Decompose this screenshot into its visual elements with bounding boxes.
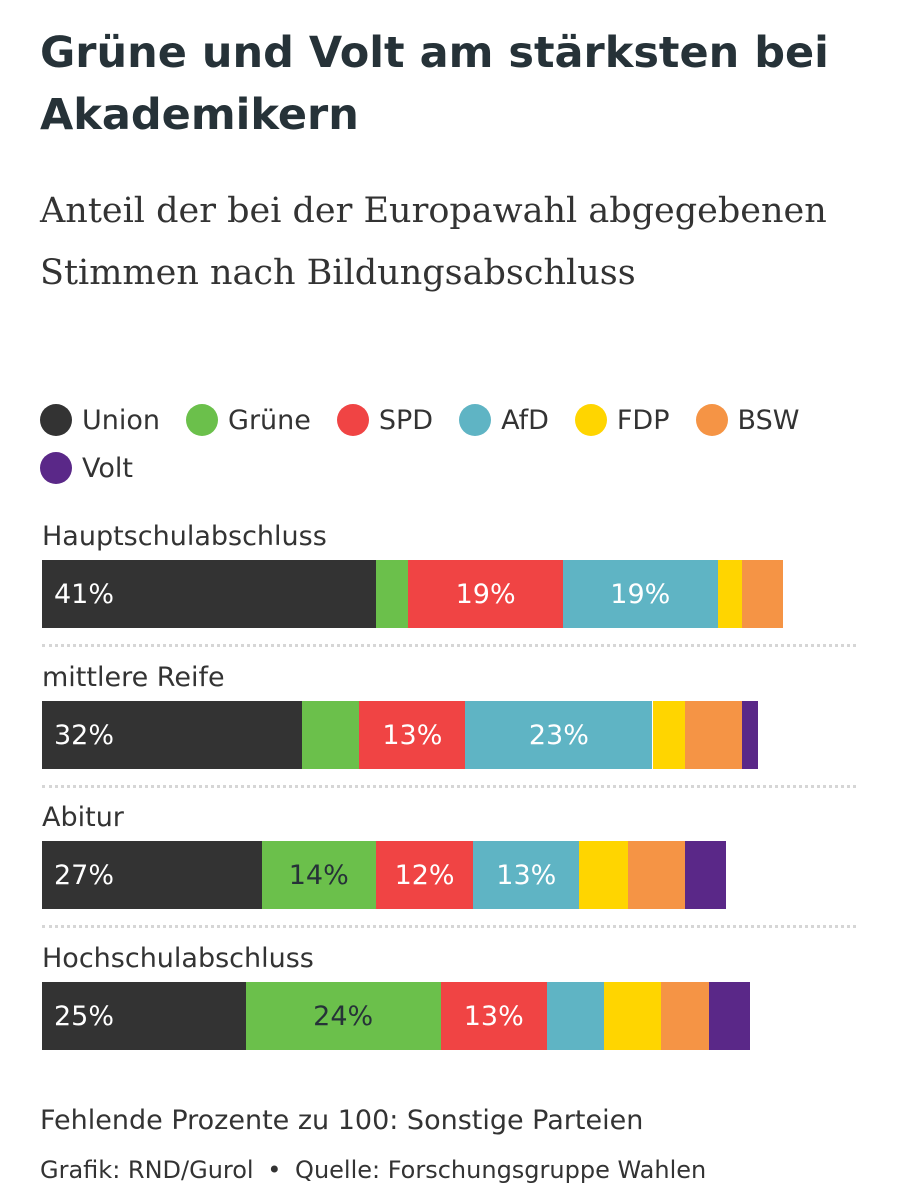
bar-segment-fdp xyxy=(603,982,661,1050)
bar-segment-union: 25% xyxy=(42,982,246,1050)
legend-label: Union xyxy=(82,404,161,436)
footnote: Fehlende Prozente zu 100: Sonstige Parte… xyxy=(40,1105,644,1136)
bar-segment-union: 32% xyxy=(42,701,303,769)
graphic-credit: Grafik: RND/Gurol xyxy=(40,1156,254,1184)
bar-segment-afd: 13% xyxy=(473,841,580,909)
legend-item-spd: SPD xyxy=(336,398,434,442)
bar-segment-gruene: 14% xyxy=(261,841,376,909)
legend-swatch-afd xyxy=(459,404,492,436)
stacked-bar: 41% 19% 19% xyxy=(42,560,856,628)
bar-segment-spd: 13% xyxy=(440,982,547,1050)
group-divider xyxy=(42,785,856,788)
bar-segment-fdp xyxy=(652,701,686,769)
bar-segment-volt xyxy=(685,841,726,909)
bar-segment-afd xyxy=(546,982,604,1050)
category-label: Abitur xyxy=(42,802,124,833)
bar-group-abitur: Abitur 27% 14% 12% 13% xyxy=(42,801,856,909)
bar-segment-volt xyxy=(742,701,759,769)
chart-subtitle: Anteil der bei der Europawahl abgegebene… xyxy=(40,191,827,293)
data-label: 25% xyxy=(54,1000,115,1032)
data-label: 24% xyxy=(313,1000,374,1032)
legend-swatch-volt xyxy=(40,452,72,484)
bar-segment-bsw xyxy=(660,982,710,1050)
data-label: 13% xyxy=(463,1000,524,1032)
bar-segment-spd: 13% xyxy=(359,701,466,769)
legend-label: SPD xyxy=(378,404,434,436)
data-label: 27% xyxy=(54,859,115,891)
bar-segment-volt xyxy=(709,982,751,1050)
bar-segment-afd: 19% xyxy=(562,560,718,628)
bar-segment-gruene xyxy=(302,701,360,769)
bar-segment-union: 41% xyxy=(42,560,376,628)
data-label: 32% xyxy=(54,719,115,751)
legend-label: AfD xyxy=(501,404,549,436)
data-label: 23% xyxy=(528,719,589,751)
bar-segment-spd: 19% xyxy=(408,560,563,628)
bar-segment-bsw xyxy=(742,560,783,628)
bar-group-hauptschulabschluss: Hauptschulabschluss 41% 19% 19% xyxy=(42,520,856,628)
group-divider xyxy=(42,644,856,647)
bar-group-hochschulabschluss: Hochschulabschluss 25% 24% 13% xyxy=(42,942,856,1050)
legend-item-union: Union xyxy=(40,398,160,442)
stacked-bar: 32% 13% 23% xyxy=(42,701,856,769)
stacked-bar: 25% 24% 13% xyxy=(42,982,856,1050)
bar-segment-gruene: 24% xyxy=(245,982,441,1050)
bar-segment-fdp xyxy=(579,841,629,909)
legend-item-afd: AfD xyxy=(459,398,549,442)
chart-title: Grüne und Volt am stärksten bei Akademik… xyxy=(40,28,829,140)
legend-label: Grüne xyxy=(228,404,311,436)
legend-label: Volt xyxy=(82,452,133,484)
category-label: mittlere Reife xyxy=(42,662,225,693)
data-label: 14% xyxy=(288,859,349,891)
category-label: Hauptschulabschluss xyxy=(42,521,327,552)
source-credit: Quelle: Forschungsgruppe Wahlen xyxy=(295,1156,707,1184)
legend-swatch-bsw xyxy=(695,404,728,436)
legend-item-volt: Volt xyxy=(40,446,133,490)
legend-item-fdp: FDP xyxy=(574,398,670,442)
stacked-bar: 27% 14% 12% 13% xyxy=(42,841,856,909)
bar-segment-gruene xyxy=(375,560,409,628)
group-divider xyxy=(42,925,856,928)
legend-swatch-fdp xyxy=(574,404,607,436)
separator-dot: • xyxy=(267,1156,282,1184)
bar-segment-spd: 12% xyxy=(375,841,474,909)
credit-line: Grafik: RND/Gurol • Quelle: Forschungsgr… xyxy=(40,1155,870,1185)
data-label: 19% xyxy=(610,578,671,610)
bar-group-mittlere-reife: mittlere Reife 32% 13% 23% xyxy=(42,661,856,769)
legend-label: BSW xyxy=(737,404,800,436)
data-label: 19% xyxy=(455,578,516,610)
legend-item-gruene: Grüne xyxy=(186,398,311,442)
category-label: Hochschulabschluss xyxy=(42,943,314,974)
chart-legend: Union Grüne SPD AfD FDP BSW Volt xyxy=(40,398,870,490)
data-label: 13% xyxy=(382,719,443,751)
data-label: 13% xyxy=(496,859,557,891)
data-label: 41% xyxy=(54,578,115,610)
legend-swatch-union xyxy=(40,404,72,436)
bar-segment-bsw xyxy=(685,701,743,769)
bar-segment-fdp xyxy=(717,560,743,628)
legend-item-bsw: BSW xyxy=(695,398,800,442)
bar-segment-bsw xyxy=(628,841,686,909)
legend-swatch-gruene xyxy=(186,404,219,436)
legend-swatch-spd xyxy=(336,404,369,436)
bar-segment-union: 27% xyxy=(42,841,262,909)
legend-label: FDP xyxy=(616,404,670,436)
data-label: 12% xyxy=(394,859,455,891)
bar-segment-afd: 23% xyxy=(465,701,653,769)
